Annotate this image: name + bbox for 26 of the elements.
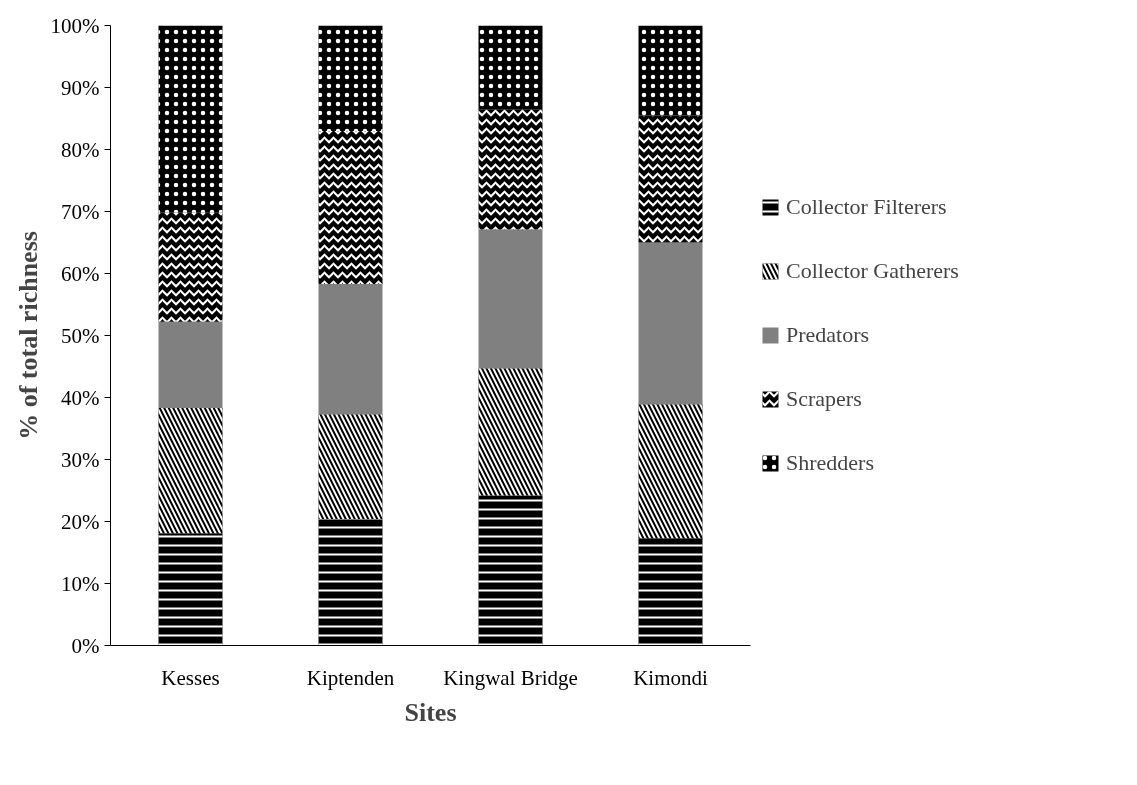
y-tick-label: 60% (61, 261, 100, 286)
x-tick-label: Kiptenden (306, 665, 395, 690)
y-tick-label: 80% (61, 137, 100, 162)
y-tick-label: 90% (61, 75, 100, 100)
bar (638, 242, 703, 405)
legend-label: Collector Filterers (786, 194, 947, 220)
y-tick-label: 50% (61, 323, 100, 348)
y-tick-label: 70% (61, 199, 100, 224)
legend-label: Scrapers (786, 386, 862, 412)
y-tick-label: 0% (71, 633, 100, 658)
bar (318, 284, 383, 415)
legend-label: Predators (786, 322, 870, 348)
y-tick-label: 40% (61, 385, 100, 410)
x-tick-label: Kesses (161, 665, 220, 690)
legend-label: Collector Gatherers (786, 258, 959, 284)
y-tick-label: 10% (61, 571, 100, 596)
y-tick-label: 100% (50, 13, 100, 38)
x-tick-label: Kimondi (633, 665, 708, 690)
bar (478, 229, 543, 369)
y-tick-label: 30% (61, 447, 100, 472)
y-axis-title: % of total richness (13, 231, 43, 440)
bar (158, 321, 223, 409)
x-axis-title: Sites (404, 697, 457, 727)
y-tick-label: 20% (61, 509, 100, 534)
legend-label: Shredders (786, 450, 874, 476)
x-tick-label: Kingwal Bridge (443, 665, 578, 690)
